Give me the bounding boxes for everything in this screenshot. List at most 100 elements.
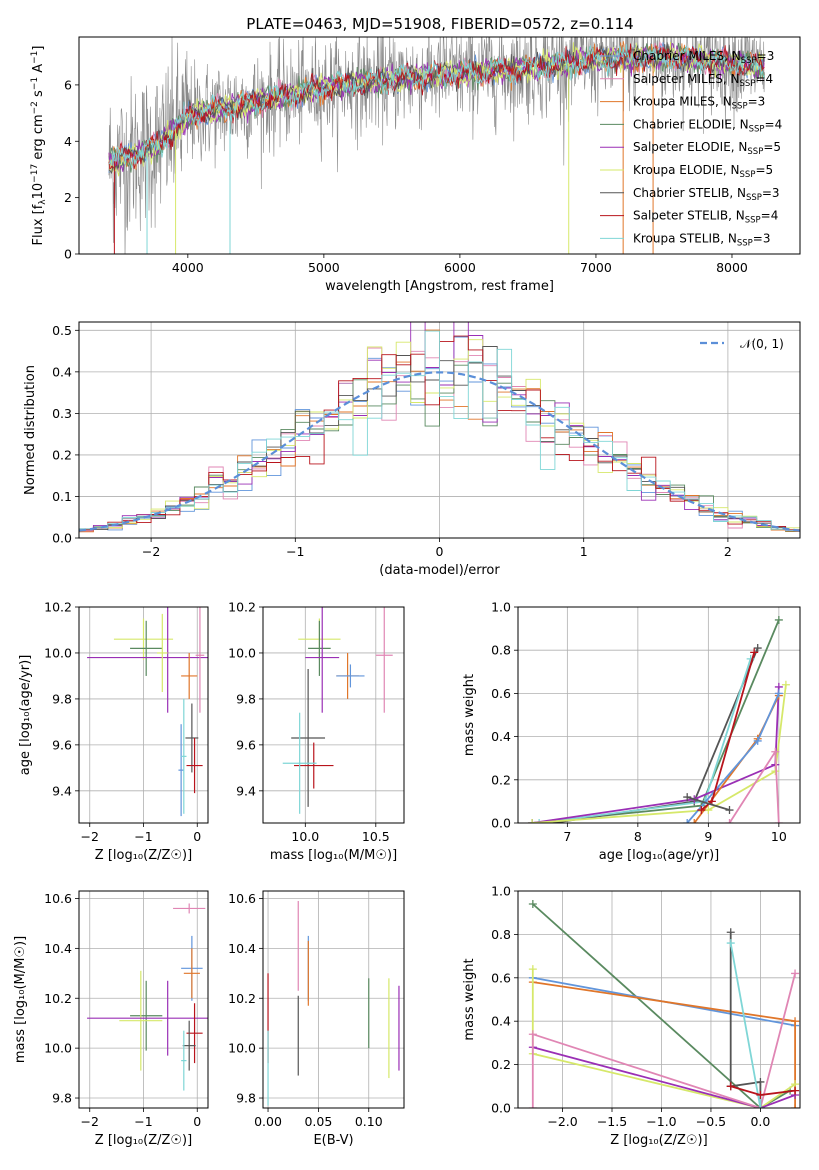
legend-entry-text: Kroupa MILES, N (633, 95, 732, 109)
x-tick-label: −2 (142, 544, 160, 559)
y-tick-label: 10.2 (228, 991, 256, 1006)
legend-entry-subscript: SSP (737, 238, 753, 248)
weight-line-kroupa-elodie (531, 969, 796, 1108)
weight-line-salpeter-elodie (531, 686, 780, 823)
y-tick-label: 0.8 (491, 927, 511, 942)
x-tick-label: 0 (193, 1114, 201, 1129)
y-tick-label: 0.0 (491, 816, 511, 831)
residual-histogram-panel: −2 −1 0 1 2 0.0 0.1 0.2 0.3 0.4 0.5 (data-model)/er… (23, 321, 801, 578)
x-tick-label: 0.05 (304, 1114, 332, 1129)
legend-entry-normal: 𝒩(0, 1) (740, 337, 784, 351)
y-axis-label: mass [log₁₀(M/M☉)] (13, 936, 28, 1063)
weight-marker-salpeter-stelib (756, 1090, 765, 1099)
x-tick-label: 0.10 (355, 1114, 383, 1129)
y-tick-label: 10.0 (44, 645, 72, 660)
axes-frame (78, 36, 801, 255)
y-axis-label: mass weight (462, 958, 477, 1040)
x-tick-label: 10.0 (291, 829, 319, 844)
y-axis-label-part: erg cm (31, 114, 46, 163)
legend-entry-tail: =3 (757, 49, 775, 63)
y-tick-label: 0.8 (491, 643, 511, 658)
x-tick-label: −2 (81, 829, 99, 844)
x-tick-label: 8000 (716, 260, 748, 275)
weight-marker-salpeter-stelib (791, 1086, 800, 1095)
plot-area (79, 322, 800, 538)
weight-marker-chabrier-stelib (726, 928, 735, 937)
x-tick-label: 7 (563, 829, 571, 844)
axes-frame (517, 890, 801, 1109)
plot-area (263, 891, 404, 1108)
x-tick-label: −1 (286, 544, 304, 559)
model-line-kroupa-elodie (108, 41, 765, 177)
y-axis-label-part: ] (31, 46, 46, 51)
y-tick-label: 9.6 (236, 737, 256, 752)
x-tick-label: 6000 (444, 260, 476, 275)
legend-entry-tail: =3 (762, 186, 780, 200)
x-tick-label: −1 (134, 1114, 152, 1129)
normal-distribution-curve (79, 371, 800, 532)
weight-marker-chabrier-stelib (756, 1077, 765, 1086)
weight-marker-chabrier-elodie (528, 900, 537, 909)
legend-entry-text: Salpeter MILES, N (633, 72, 740, 86)
legend-entry-tail: =3 (748, 95, 766, 109)
x-axis-label: E(B-V) (313, 1133, 353, 1148)
y-tick-label: 0.6 (491, 970, 511, 985)
y-tick-label: 9.8 (52, 1091, 72, 1106)
x-tick-label: 4000 (172, 260, 204, 275)
mass-vs-ebv-panel: 0.00 0.05 0.10 9.8 10.0 10.2 10.4 10.6 E(B-V) (228, 890, 405, 1148)
figure-title: PLATE=0463, MJD=51908, FIBERID=0572, z=0… (246, 15, 633, 33)
legend-entry-subscript: SSP (745, 216, 761, 226)
legend-entry-subscript: SSP (746, 193, 762, 203)
y-tick-label: 6 (64, 77, 72, 92)
weight-line-kroupa-elodie (532, 684, 787, 823)
y-axis-label: Flux [fλ10−17 erg cm−2 s−1 A−1] (30, 46, 48, 246)
y-tick-label: 0 (64, 247, 72, 262)
plot-area (108, 37, 765, 254)
weight-marker-kroupa-elodie (704, 806, 713, 815)
legend-entry-subscript: SSP (749, 124, 765, 134)
legend-entry-chabrier-elodie: Chabrier ELODIE, NSSP=4 (633, 117, 782, 134)
weight-marker-kroupa-miles (791, 1104, 800, 1108)
x-axis-label: (data-model)/error (379, 563, 500, 578)
legend-entry-text: Chabrier MILES, N (633, 49, 741, 63)
x-tick-label: 1 (580, 544, 588, 559)
legend-entry-salpeter-elodie: Salpeter ELODIE, NSSP=5 (633, 140, 781, 157)
legend-entry-salpeter-stelib: Salpeter STELIB, NSSP=4 (633, 209, 778, 226)
y-tick-label: 0.2 (52, 447, 72, 462)
legend-entry-text: Salpeter STELIB, N (633, 209, 745, 223)
y-tick-label: 9.8 (236, 1091, 256, 1106)
plot-area (79, 607, 208, 823)
y-tick-label: 9.8 (236, 691, 256, 706)
legend-entry-salpeter-miles: Salpeter MILES, NSSP=4 (633, 72, 773, 89)
weight-line-kroupa-stelib (729, 942, 762, 1108)
x-axis-label: Z [log₁₀(Z/Z☉)] (95, 1133, 192, 1148)
weight-marker-chabrier-stelib (683, 793, 692, 802)
y-axis-label-part: λ (38, 199, 48, 205)
legend-entry-tail: =5 (755, 163, 773, 177)
weight-marker-kroupa-stelib (535, 819, 544, 823)
x-tick-label: 8 (634, 829, 642, 844)
y-axis-label: age [log₁₀(age/yr)] (18, 655, 33, 776)
axes-frame (262, 890, 405, 1109)
x-tick-label: 5000 (308, 260, 340, 275)
y-axis-label-part: s (31, 90, 46, 101)
legend-entry-subscript: SSP (732, 102, 748, 112)
y-tick-label: 10.0 (44, 1041, 72, 1056)
axes-frame (517, 606, 801, 824)
x-tick-label: 0 (193, 829, 201, 844)
mass-vs-metallicity-panel: −2 −1 0 9.8 10.0 10.2 10.4 10.6 Z [log₁₀(Z/Z☉)] m… (13, 890, 209, 1148)
weight-marker-chabrier-miles (683, 819, 692, 823)
weight-marker-salpeter-miles (791, 969, 800, 978)
x-tick-label: 0.0 (750, 1114, 770, 1129)
legend-entry-text: Kroupa STELIB, N (633, 231, 737, 245)
weight-marker-salpeter-stelib (697, 806, 706, 815)
x-tick-label: 10 (771, 829, 787, 844)
y-tick-label: 0.2 (491, 1057, 511, 1072)
weight-marker-salpeter-miles (725, 819, 734, 823)
y-axis-label-part: A (31, 64, 46, 77)
y-tick-label: 10.4 (44, 941, 72, 956)
legend-entry-tail: =4 (761, 209, 779, 223)
x-tick-label: 9 (704, 829, 712, 844)
legend-entry-kroupa-elodie: Kroupa ELODIE, NSSP=5 (633, 163, 773, 180)
